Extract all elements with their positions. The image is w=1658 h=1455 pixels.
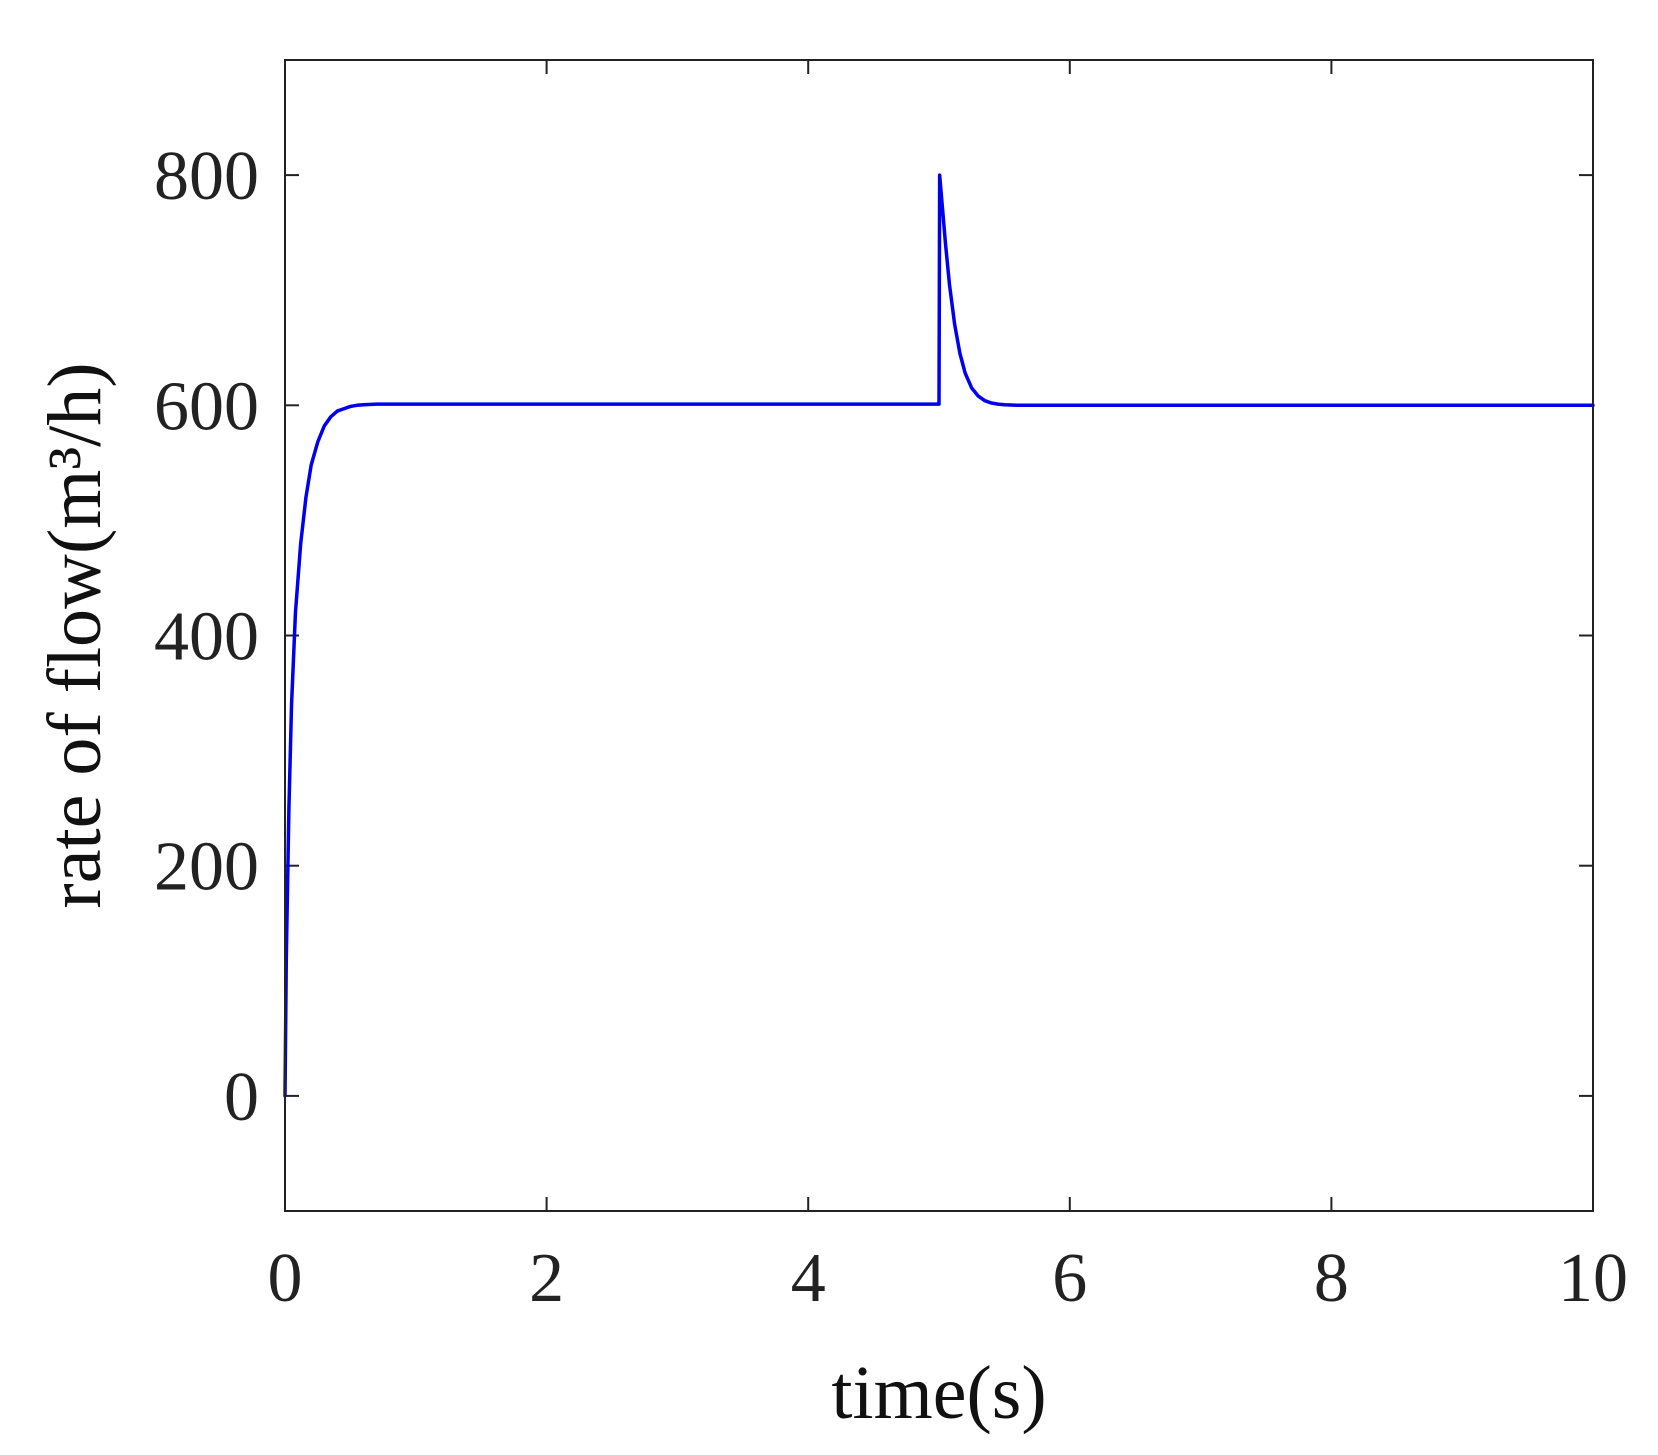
x-tick-label: 8	[1314, 1240, 1349, 1317]
x-tick-label: 0	[268, 1240, 303, 1317]
y-tick-label: 200	[154, 829, 259, 906]
y-tick-label: 0	[224, 1059, 259, 1136]
y-axis-label: rate of flow(m³/h)	[33, 362, 117, 908]
series-line	[283, 173, 1595, 1098]
y-tick-label: 800	[154, 138, 259, 215]
plot-frame	[284, 59, 1594, 1212]
y-tick-label: 400	[154, 599, 259, 676]
tick-labels: 0 2 4 6 8 10 0 200 400 600 800	[154, 138, 1628, 1317]
x-tick-label: 2	[529, 1240, 564, 1317]
x-tick-label: 10	[1558, 1240, 1628, 1317]
x-tick-label: 4	[791, 1240, 826, 1317]
x-axis-label: time(s)	[831, 1351, 1046, 1435]
y-tick-label: 600	[154, 368, 259, 445]
x-tick-label: 6	[1052, 1240, 1087, 1317]
